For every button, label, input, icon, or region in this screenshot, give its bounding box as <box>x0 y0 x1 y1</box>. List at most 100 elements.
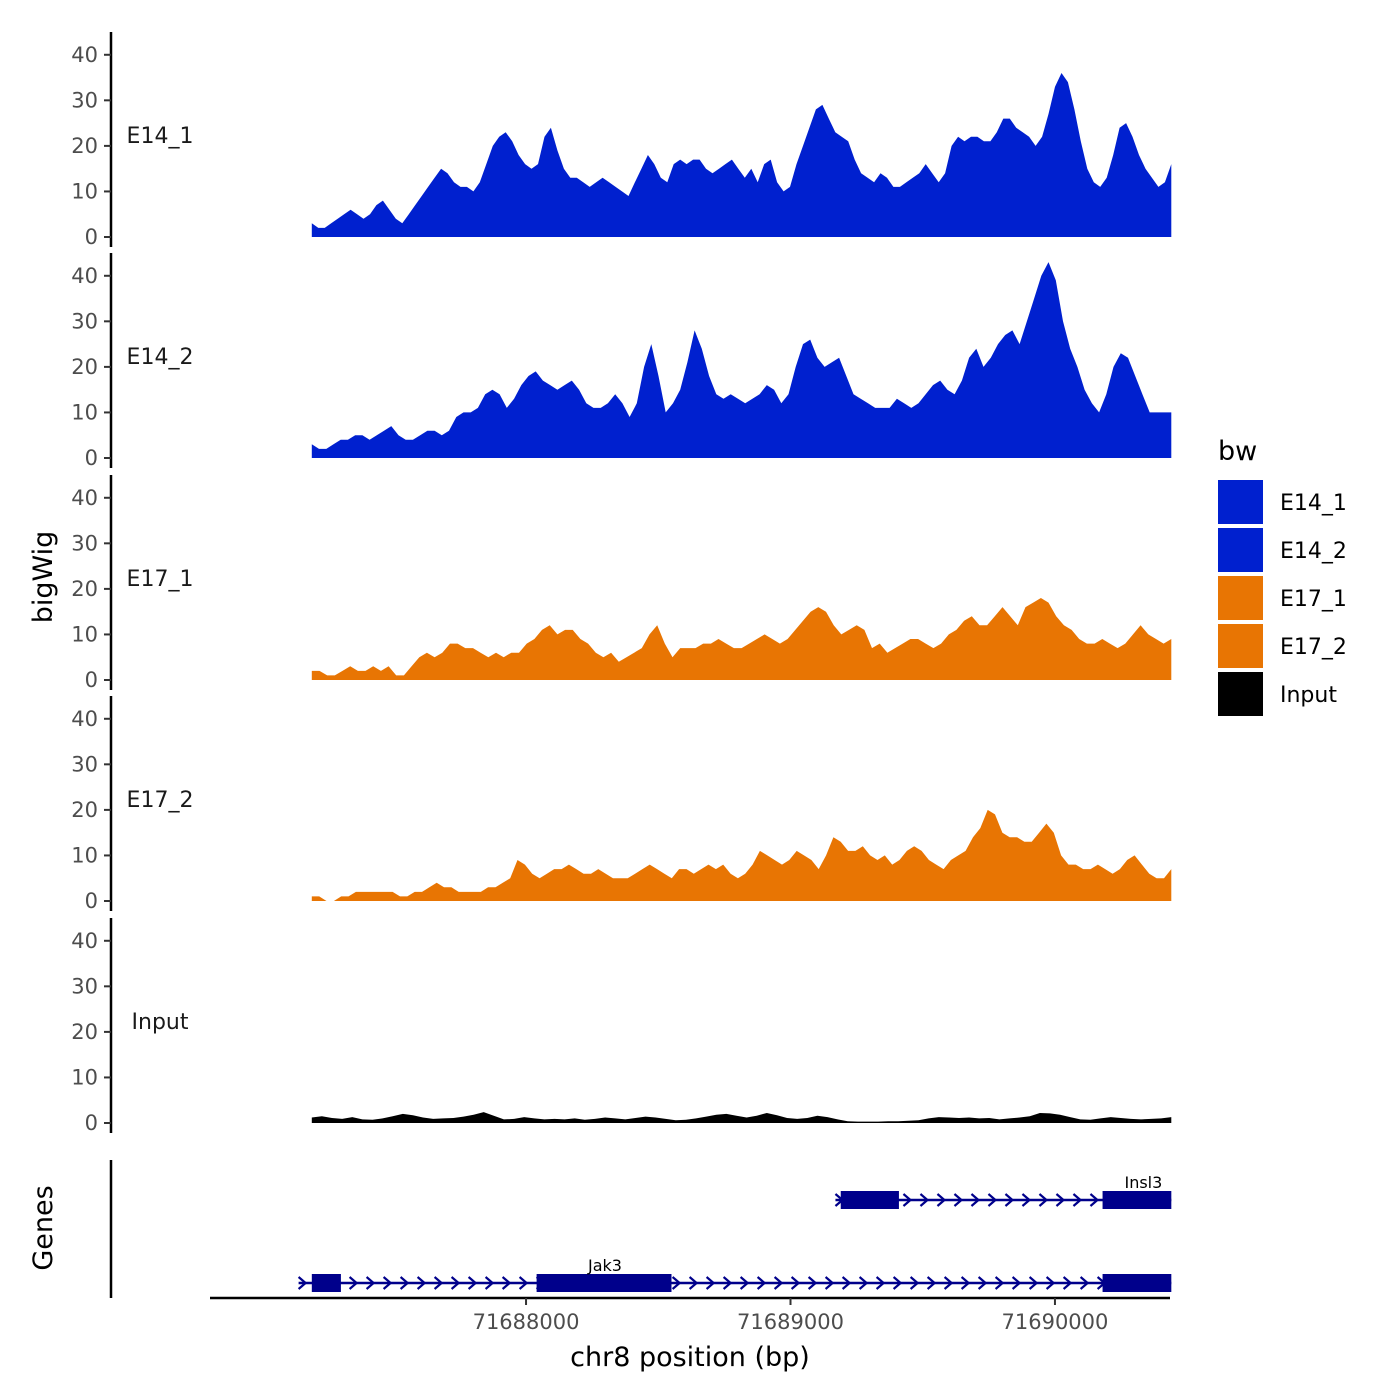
y-tick-label: 20 <box>71 1020 98 1044</box>
strand-arrow <box>1004 1193 1015 1207</box>
legend-swatch-E14_1 <box>1218 480 1263 524</box>
legend-label-E17_2: E17_2 <box>1280 635 1347 660</box>
y-tick-label: 20 <box>71 577 98 601</box>
strand-arrow <box>1045 1276 1056 1290</box>
legend-swatch-Input <box>1218 672 1263 716</box>
gene-Jak3: Jak3 <box>297 1256 1172 1292</box>
coverage-area-E17_1 <box>311 598 1172 680</box>
strand-arrow <box>382 1276 393 1290</box>
legend-swatch-E17_2 <box>1218 624 1263 668</box>
gene-track: Insl3 Jak3 <box>109 1160 1172 1298</box>
coverage-area-E14_1 <box>311 73 1172 237</box>
x-axis: 71688000 71689000 71690000 <box>210 1296 1170 1334</box>
strand-arrow <box>1062 1276 1073 1290</box>
y-tick-label: 10 <box>71 400 98 424</box>
strand-arrow <box>892 1276 903 1290</box>
strand-arrow <box>348 1276 359 1290</box>
strand-arrow <box>416 1276 427 1290</box>
y-tick-label: 0 <box>85 889 98 913</box>
legend-label-E17_1: E17_1 <box>1280 587 1347 612</box>
strand-arrow <box>1028 1276 1039 1290</box>
strand-arrow <box>467 1276 478 1290</box>
strand-arrow <box>987 1193 998 1207</box>
strand-arrow <box>484 1276 495 1290</box>
y-tick-label: 40 <box>71 486 98 510</box>
y-tick-label: 30 <box>71 974 98 998</box>
strand-arrow <box>365 1276 376 1290</box>
track-Input: 0 10 20 30 40 Input <box>71 918 1172 1135</box>
strand-arrow <box>1089 1193 1100 1207</box>
strand-arrow <box>450 1276 461 1290</box>
strand-arrow <box>919 1193 930 1207</box>
strand-arrow <box>902 1193 913 1207</box>
y-tick-label: 30 <box>71 531 98 555</box>
legend-swatch-E17_1 <box>1218 576 1263 620</box>
y-tick-label: 0 <box>85 225 98 249</box>
strand-arrow <box>399 1276 410 1290</box>
track-label: E14_2 <box>127 345 194 370</box>
gene-label: Insl3 <box>1124 1173 1162 1192</box>
gene-Insl3: Insl3 <box>834 1173 1172 1209</box>
exon <box>1102 1274 1172 1292</box>
strand-arrow <box>875 1276 886 1290</box>
strand-arrow <box>739 1276 750 1290</box>
y-tick-label: 20 <box>71 355 98 379</box>
legend: bw E14_1 E14_2 E17_1 E17_2 Input <box>1218 436 1347 716</box>
y-tick-label: 40 <box>71 929 98 953</box>
strand-arrow <box>909 1276 920 1290</box>
legend-title: bw <box>1218 436 1257 467</box>
track-E17_1: 0 10 20 30 40 E17_1 <box>71 475 1172 692</box>
strand-arrow <box>807 1276 818 1290</box>
y-tick-label: 40 <box>71 43 98 67</box>
coverage-area-E14_2 <box>311 262 1172 458</box>
coverage-area-E17_2 <box>311 809 1172 901</box>
y-tick-label: 20 <box>71 134 98 158</box>
y-tick-label: 30 <box>71 309 98 333</box>
y-tick-label: 0 <box>85 446 98 470</box>
y-tick-label: 10 <box>71 179 98 203</box>
strand-arrow <box>688 1276 699 1290</box>
strand-arrow <box>1038 1193 1049 1207</box>
strand-arrow <box>773 1276 784 1290</box>
legend-label-E14_2: E14_2 <box>1280 539 1347 564</box>
y-tick-label: 10 <box>71 1065 98 1089</box>
strand-arrow <box>936 1193 947 1207</box>
strand-arrow <box>824 1276 835 1290</box>
exon <box>1102 1191 1172 1209</box>
strand-arrow <box>1079 1276 1090 1290</box>
track-label: E17_2 <box>127 788 194 813</box>
strand-arrow <box>960 1276 971 1290</box>
strand-arrow <box>943 1276 954 1290</box>
strand-arrow <box>433 1276 444 1290</box>
x-tick-label: 71690000 <box>1002 1310 1109 1334</box>
track-E17_2: 0 10 20 30 40 E17_2 <box>71 696 1172 913</box>
strand-arrow <box>1055 1193 1066 1207</box>
strand-arrow <box>841 1276 852 1290</box>
strand-arrow <box>1021 1193 1032 1207</box>
legend-swatch-E14_2 <box>1218 528 1263 572</box>
y-axis-title: bigWig <box>28 531 59 624</box>
track-E14_2: 0 10 20 30 40 E14_2 <box>71 253 1172 470</box>
track-label: E14_1 <box>127 124 194 149</box>
y-tick-label: 30 <box>71 752 98 776</box>
strand-arrow <box>671 1276 682 1290</box>
strand-arrow <box>1011 1276 1022 1290</box>
strand-arrow <box>858 1276 869 1290</box>
coverage-area-Input <box>311 1112 1172 1123</box>
coverage-tracks: 0 10 20 30 40 E14_1 0 10 20 30 40 E14_2 0 10 20 30 40 E17… <box>71 32 1172 1135</box>
y-tick-label: 30 <box>71 88 98 112</box>
strand-arrow <box>705 1276 716 1290</box>
y-tick-label: 0 <box>85 668 98 692</box>
exon <box>536 1274 672 1292</box>
strand-arrow <box>994 1276 1005 1290</box>
strand-arrow <box>1072 1193 1083 1207</box>
legend-label-E14_1: E14_1 <box>1280 491 1347 516</box>
y-tick-label: 10 <box>71 843 98 867</box>
y-tick-label: 10 <box>71 622 98 646</box>
track-label: Input <box>132 1010 189 1035</box>
strand-arrow <box>790 1276 801 1290</box>
strand-arrow <box>756 1276 767 1290</box>
track-E14_1: 0 10 20 30 40 E14_1 <box>71 32 1172 249</box>
strand-arrow <box>977 1276 988 1290</box>
